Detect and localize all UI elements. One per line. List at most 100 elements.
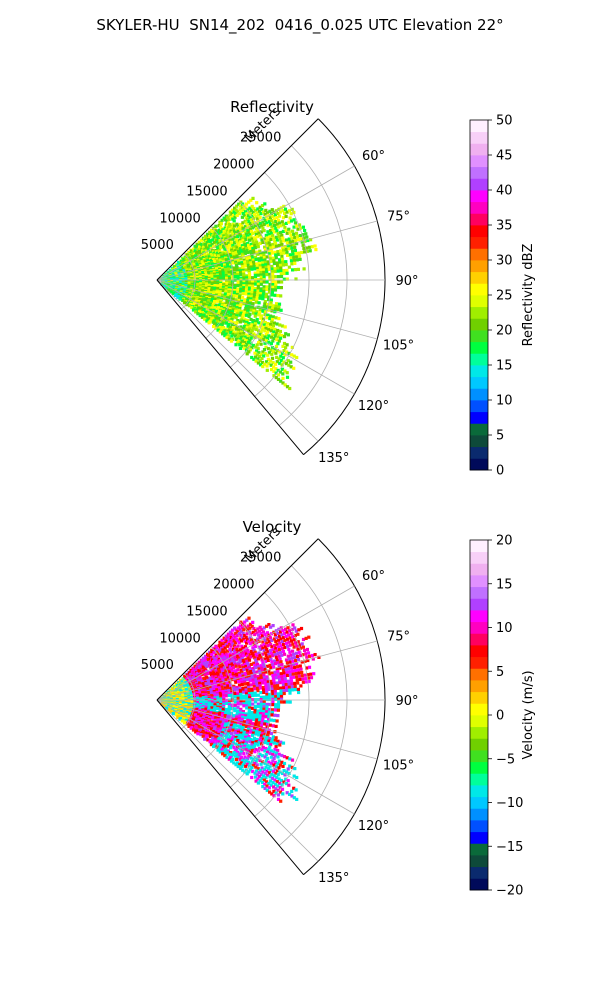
echo-cell (265, 287, 269, 291)
echo-cell (234, 231, 238, 235)
echo-cell (241, 291, 245, 296)
echo-cell (254, 300, 258, 304)
echo-cell (252, 739, 256, 743)
echo-cell (237, 683, 242, 687)
echo-cell (218, 712, 222, 717)
echo-cell (285, 268, 289, 272)
echo-cell (265, 221, 269, 225)
echo-cell (261, 240, 265, 244)
echo-cell (255, 730, 259, 734)
echo-cell (232, 313, 236, 317)
echo-cell (253, 711, 257, 715)
echo-cell (201, 276, 205, 280)
echo-cell (269, 642, 273, 646)
echo-cell (249, 672, 254, 676)
echo-cell (216, 284, 220, 288)
echo-cell (251, 667, 255, 671)
echo-cell (235, 653, 239, 657)
echo-cell (273, 760, 277, 764)
echo-cell (293, 641, 298, 645)
echo-cell (273, 662, 278, 666)
echo-cell (259, 702, 263, 706)
echo-cell (268, 697, 272, 702)
echo-cell (204, 700, 209, 704)
echo-cell (262, 275, 266, 279)
echo-cell (249, 212, 253, 216)
echo-cell (250, 306, 254, 310)
echo-cell (288, 660, 292, 664)
echo-cell (248, 348, 252, 352)
echo-cell (245, 212, 249, 216)
echo-cell (202, 303, 206, 307)
echo-cell (214, 310, 218, 314)
echo-cell (285, 375, 290, 379)
echo-cell (220, 218, 224, 222)
echo-cell (270, 710, 274, 714)
echo-cell (272, 259, 276, 263)
echo-cell (266, 756, 270, 760)
echo-cell (260, 766, 264, 770)
echo-cell (244, 202, 249, 206)
echo-cell (245, 227, 249, 231)
echo-cell (230, 670, 235, 674)
echo-cell (226, 324, 230, 328)
echo-cell (271, 361, 275, 365)
echo-cell (231, 672, 235, 676)
echo-cell (262, 705, 266, 709)
echo-cell (280, 783, 284, 787)
echo-cell (258, 728, 262, 732)
echo-cell (289, 360, 293, 364)
echo-cell (235, 752, 239, 756)
echo-cell (259, 724, 263, 728)
colorbar-swatch (470, 376, 488, 389)
echo-cell (259, 336, 263, 340)
echo-cell (252, 661, 256, 665)
echo-cell (233, 723, 237, 727)
echo-cell (242, 752, 246, 756)
echo-cell (265, 624, 269, 628)
echo-cell (239, 285, 243, 290)
echo-cell (272, 230, 276, 234)
echo-cell (270, 231, 274, 235)
echo-cell (197, 688, 201, 692)
echo-cell (216, 276, 220, 280)
echo-cell (257, 755, 261, 759)
echo-cell (242, 346, 246, 350)
echo-cell (234, 658, 238, 662)
echo-cell (271, 242, 275, 247)
echo-cell (279, 274, 284, 279)
echo-cell (246, 346, 250, 350)
echo-cell (231, 316, 235, 320)
echo-cell (274, 235, 278, 239)
echo-cell (264, 295, 268, 299)
echo-cell (221, 679, 225, 683)
echo-cell (226, 732, 230, 736)
echo-cell (272, 774, 276, 778)
echo-cell (291, 239, 295, 243)
echo-cell (242, 319, 246, 323)
echo-cell (284, 683, 288, 687)
echo-cell (301, 243, 305, 247)
echo-cell (267, 252, 272, 256)
echo-cell (260, 322, 264, 326)
echo-cell (176, 295, 180, 299)
echo-cell (274, 705, 278, 709)
echo-cell (246, 661, 250, 665)
echo-cell (257, 667, 261, 671)
echo-cell (280, 753, 284, 758)
echo-cell (263, 668, 267, 672)
echo-cell (238, 313, 242, 317)
echo-cell (258, 653, 262, 657)
colorbar-tick-label: 40 (496, 184, 513, 199)
echo-cell (242, 694, 246, 698)
echo-cell (244, 664, 248, 669)
echo-cell (236, 241, 240, 245)
echo-cell (254, 732, 258, 736)
echo-cell (271, 676, 275, 680)
echo-cell (244, 306, 248, 310)
echo-cell (266, 644, 270, 648)
echo-cell (271, 339, 275, 343)
echo-cell (283, 638, 287, 643)
echo-cell (264, 659, 268, 663)
echo-cell (290, 627, 294, 631)
